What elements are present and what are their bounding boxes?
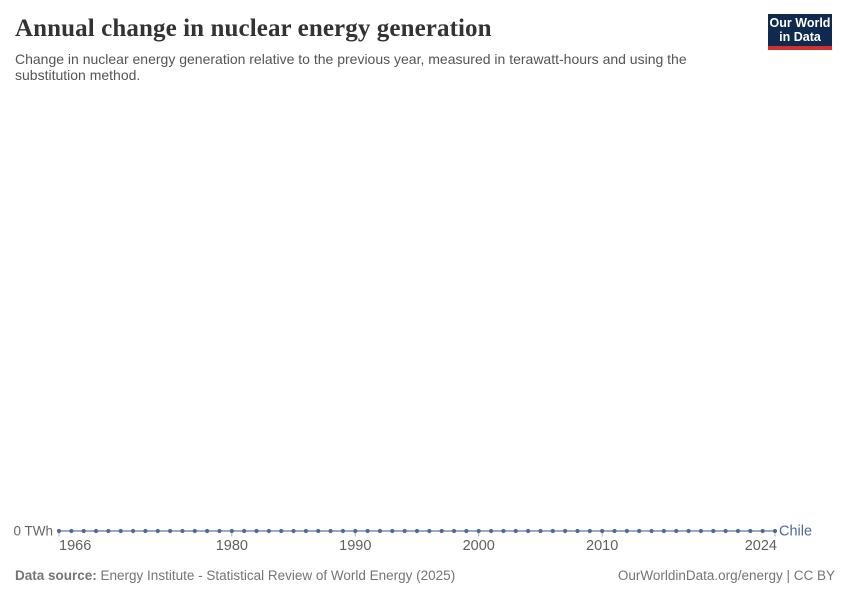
x-tick-label: 1966 bbox=[59, 538, 91, 554]
page-title: Annual change in nuclear energy generati… bbox=[15, 15, 492, 42]
data-point[interactable] bbox=[93, 528, 99, 534]
data-point[interactable] bbox=[451, 528, 457, 534]
data-point[interactable] bbox=[439, 528, 444, 534]
x-tick-label: 2010 bbox=[586, 538, 618, 554]
data-point[interactable] bbox=[130, 528, 136, 534]
data-point[interactable] bbox=[587, 528, 592, 534]
data-point[interactable] bbox=[600, 528, 605, 534]
data-point[interactable] bbox=[254, 528, 259, 534]
data-point[interactable] bbox=[723, 528, 728, 534]
line-chart[interactable]: 0 TWh 1966 1980 1990 2000 2010 2024 Chile bbox=[0, 505, 850, 565]
data-point[interactable] bbox=[242, 528, 247, 534]
data-point[interactable] bbox=[414, 528, 420, 534]
data-point[interactable] bbox=[513, 528, 518, 534]
data-point[interactable] bbox=[402, 528, 407, 534]
data-point[interactable] bbox=[353, 528, 358, 534]
data-point[interactable] bbox=[340, 528, 346, 534]
chart-subtitle-line-1: Change in nuclear energy generation rela… bbox=[15, 51, 687, 67]
data-point[interactable] bbox=[427, 528, 432, 534]
data-point[interactable] bbox=[649, 528, 654, 534]
data-source-label: Data source: bbox=[15, 568, 97, 583]
x-tick-label: 2024 bbox=[745, 538, 777, 554]
data-point[interactable] bbox=[316, 528, 321, 534]
data-point[interactable] bbox=[501, 528, 506, 534]
data-point[interactable] bbox=[365, 528, 370, 534]
data-point[interactable] bbox=[81, 528, 86, 534]
data-point[interactable] bbox=[266, 528, 271, 534]
data-source-note: Data source: Energy Institute - Statisti… bbox=[15, 568, 455, 583]
data-point[interactable] bbox=[217, 528, 222, 534]
data-point[interactable] bbox=[760, 528, 765, 534]
chart-footer: Data source: Energy Institute - Statisti… bbox=[15, 568, 835, 583]
owid-logo[interactable]: Our World in Data bbox=[768, 14, 832, 50]
chart-subtitle-line-2: substitution method. bbox=[15, 66, 141, 83]
data-point[interactable] bbox=[390, 528, 395, 534]
x-tick-label: 1980 bbox=[216, 538, 248, 554]
owid-logo-line-2: in Data bbox=[779, 30, 821, 44]
chart-subtitle: Change in nuclear energy generation rela… bbox=[15, 51, 755, 83]
data-point[interactable] bbox=[661, 528, 666, 534]
owid-logo-line-1: Our World bbox=[769, 16, 831, 30]
data-point[interactable] bbox=[575, 528, 580, 534]
data-point[interactable] bbox=[328, 528, 333, 534]
x-tick-label: 2000 bbox=[463, 538, 495, 554]
data-point[interactable] bbox=[686, 528, 691, 534]
data-point[interactable] bbox=[377, 528, 383, 534]
data-point[interactable] bbox=[538, 528, 543, 534]
data-point[interactable] bbox=[612, 528, 617, 534]
data-point[interactable] bbox=[143, 528, 148, 534]
data-point[interactable] bbox=[56, 528, 62, 534]
data-point[interactable] bbox=[476, 528, 481, 534]
data-point[interactable] bbox=[550, 528, 555, 534]
owid-logo-red-stripe bbox=[768, 46, 832, 50]
data-point[interactable] bbox=[229, 528, 234, 534]
data-point[interactable] bbox=[106, 528, 111, 534]
data-point[interactable] bbox=[748, 528, 753, 534]
data-point[interactable] bbox=[772, 528, 778, 534]
data-point[interactable] bbox=[674, 528, 679, 534]
data-point[interactable] bbox=[69, 528, 74, 534]
data-point[interactable] bbox=[464, 528, 469, 534]
data-point[interactable] bbox=[155, 528, 160, 534]
data-point[interactable] bbox=[180, 528, 185, 534]
license-link[interactable]: OurWorldinData.org/energy | CC BY bbox=[617, 568, 835, 583]
x-tick-label: 1990 bbox=[339, 538, 371, 554]
data-point[interactable] bbox=[168, 528, 173, 534]
data-point[interactable] bbox=[279, 528, 284, 534]
data-point[interactable] bbox=[624, 528, 629, 534]
data-point[interactable] bbox=[698, 528, 704, 534]
data-point[interactable] bbox=[637, 528, 642, 534]
entity-label-chile[interactable]: Chile bbox=[779, 524, 812, 540]
data-source-text: Energy Institute - Statistical Review of… bbox=[96, 568, 456, 583]
data-point[interactable] bbox=[526, 528, 531, 534]
data-point[interactable] bbox=[118, 528, 123, 534]
data-point[interactable] bbox=[192, 528, 197, 534]
data-point[interactable] bbox=[488, 528, 494, 534]
data-point[interactable] bbox=[563, 528, 568, 534]
data-point[interactable] bbox=[711, 528, 716, 534]
data-point[interactable] bbox=[303, 528, 308, 534]
y-axis-label: 0 TWh bbox=[13, 524, 53, 539]
data-point[interactable] bbox=[205, 528, 210, 534]
data-point[interactable] bbox=[735, 528, 741, 534]
data-point[interactable] bbox=[291, 528, 296, 534]
